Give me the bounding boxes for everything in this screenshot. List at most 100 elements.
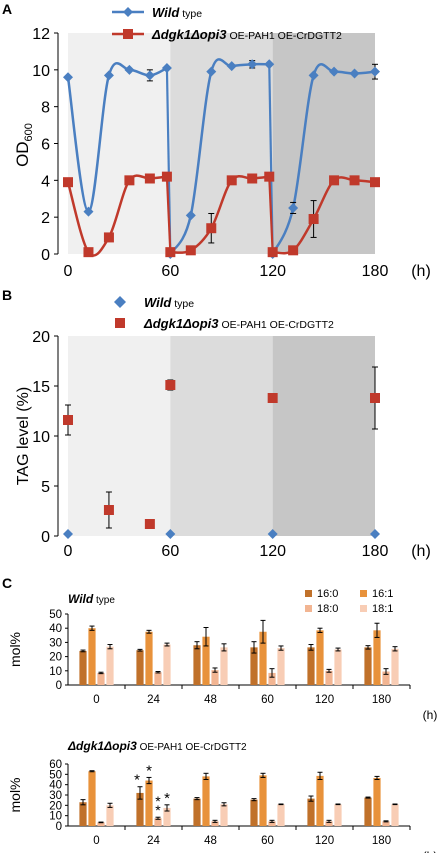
x-tick-label: 120	[259, 543, 286, 560]
bar-18-0-60	[268, 672, 276, 685]
bar-18-1-48	[220, 647, 228, 685]
x-tick-label: 48	[204, 694, 217, 706]
y-tick-label: 40	[49, 780, 62, 792]
y-tick-label: 20	[49, 652, 62, 664]
data-point-dgk1-opi3-oe-pah1-oe-crdgtt2	[370, 393, 380, 403]
bar-18-1-180	[391, 648, 399, 685]
data-point-dgk1-opi3-oe-pah1-oe-crdgtt2	[185, 245, 196, 256]
data-point-wild-type	[144, 70, 155, 81]
bar-16-1-180	[373, 777, 381, 826]
y-tick-label: 50	[49, 609, 62, 621]
data-point-dgk1-opi3-oe-pah1-oe-crdgtt2	[206, 223, 217, 234]
data-point-wild-type	[226, 61, 237, 72]
bar-18-0-180	[382, 671, 390, 685]
x-unit-label: (h)	[411, 263, 431, 280]
data-point-dgk1-opi3-oe-pah1-oe-crdgtt2	[267, 393, 278, 403]
x-tick-label: 120	[315, 835, 334, 847]
bar-18-0-48	[211, 670, 219, 685]
bar-16-1-24	[145, 631, 153, 685]
bar-18-0-48	[211, 821, 219, 826]
data-point-dgk1-opi3-oe-pah1-oe-crdgtt2	[103, 232, 114, 243]
bar-16-0-48	[193, 798, 201, 826]
bar-16-1-60	[259, 631, 267, 685]
data-point-dgk1-opi3-oe-pah1-oe-crdgtt2	[124, 175, 135, 186]
x-tick-label: 48	[204, 835, 217, 847]
x-tick-label: 180	[362, 263, 389, 280]
data-point-dgk1-opi3-oe-pah1-oe-crdgtt2	[144, 173, 155, 184]
significance-marker: *	[134, 772, 140, 789]
data-point-wild-type	[329, 66, 340, 77]
y-tick-label: 60	[49, 759, 62, 771]
bar-16-0-60	[250, 799, 258, 826]
y-tick-label: 10	[32, 63, 50, 80]
y-tick-label: 20	[32, 329, 50, 346]
x-tick-label: 60	[161, 263, 179, 280]
legend-swatch-18-0	[305, 605, 312, 612]
y-tick-label: 0	[56, 680, 62, 692]
y-tick-label: 40	[49, 623, 62, 635]
bar-16-0-180	[364, 797, 372, 826]
data-point-dgk1-opi3-oe-pah1-oe-crdgtt2	[264, 171, 275, 182]
bar-18-0-24	[154, 818, 162, 826]
bar-18-0-60	[268, 821, 276, 826]
panel-c-wild-type-chart: 0 10 20 30 40 50 mol% Wild type 0 24 48 60 120 180 (h)…	[7, 588, 437, 722]
y-tick-label: 0	[41, 247, 50, 264]
bar-16-1-48	[202, 636, 210, 685]
bar-16-0-24	[136, 650, 144, 685]
x-tick-label: 0	[93, 694, 99, 706]
data-point-dgk1-opi3-oe-pah1-oe-crdgtt2	[165, 247, 176, 258]
bar-18-1-180	[391, 804, 399, 826]
legend-label-wild-type: Wild type	[144, 295, 194, 310]
x-tick-label: 180	[372, 694, 391, 706]
data-point-dgk1-opi3-oe-pah1-oe-crdgtt2	[267, 247, 278, 258]
data-point-wild-type	[185, 210, 196, 221]
significance-marker: *	[155, 793, 161, 809]
bar-18-1-0	[106, 646, 114, 685]
x-tick-label: 0	[93, 835, 99, 847]
y-tick-label: 12	[32, 26, 50, 43]
x-unit-label: (h)	[423, 708, 438, 722]
data-point-wild-type	[103, 70, 114, 81]
legend-marker-wild-type	[123, 7, 133, 17]
y-tick-label: 0	[41, 529, 50, 546]
y-tick-label: 30	[49, 790, 62, 802]
data-point-wild-type	[206, 66, 217, 77]
bar-16-0-60	[250, 647, 258, 685]
bar-16-0-120	[307, 798, 315, 826]
significance-marker: *	[164, 790, 170, 807]
panel-a-label: A	[2, 1, 12, 17]
y-axis-label: mol%	[7, 632, 23, 667]
data-point-dgk1-opi3-oe-pah1-oe-crdgtt2	[103, 505, 114, 515]
x-tick-label: 24	[147, 694, 160, 706]
data-point-dgk1-opi3-oe-pah1-oe-crdgtt2	[329, 175, 340, 186]
y-tick-label: 10	[32, 429, 50, 446]
y-tick-label: 50	[49, 769, 62, 781]
bar-16-1-48	[202, 776, 210, 826]
data-point-wild-type	[124, 64, 135, 75]
y-tick-label: 0	[56, 821, 62, 833]
legend-swatch-16-1	[360, 590, 367, 597]
bar-16-0-0	[79, 802, 87, 826]
bar-18-1-60	[277, 804, 285, 826]
legend-label-16-1: 16:1	[372, 588, 393, 600]
bar-16-1-0	[88, 771, 96, 826]
x-tick-label: 60	[261, 694, 274, 706]
bar-18-1-48	[220, 804, 228, 826]
legend-swatch-18-1	[360, 605, 367, 612]
bar-16-0-24	[136, 792, 144, 826]
y-axis-label: OD600	[13, 123, 35, 167]
legend-label-wild-type: Wild type	[152, 5, 202, 20]
data-point-dgk1-opi3-oe-pah1-oe-crdgtt2	[349, 175, 360, 186]
data-point-wild-type	[349, 68, 360, 79]
data-point-wild-type	[370, 529, 380, 539]
y-tick-label: 8	[41, 100, 50, 117]
data-point-dgk1-opi3-oe-pah1-oe-crdgtt2	[165, 380, 176, 390]
legend-marker-dgk1-opi3-oe-pah1-oe-crdgtt2	[123, 29, 133, 39]
x-tick-label: 120	[259, 263, 286, 280]
y-axis-label: TAG level (%)	[15, 387, 32, 485]
bar-18-0-120	[325, 821, 333, 826]
bar-16-0-120	[307, 647, 315, 685]
panel-b-label: B	[2, 287, 12, 303]
y-axis-label: mol%	[7, 777, 23, 812]
y-tick-label: 10	[49, 666, 62, 678]
